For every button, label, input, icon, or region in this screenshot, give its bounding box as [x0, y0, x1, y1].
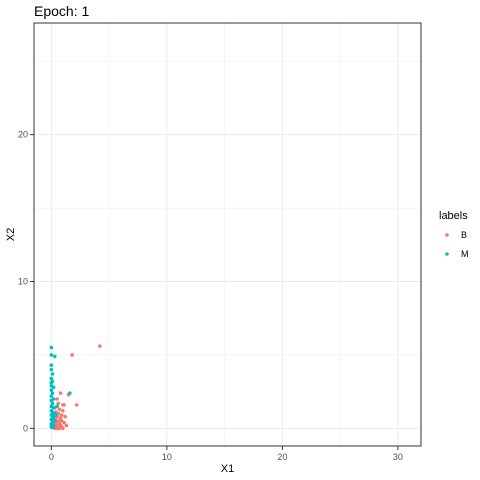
data-point-M	[52, 354, 57, 359]
y-tick-label: 0	[23, 423, 28, 433]
data-point-M	[50, 425, 55, 430]
axis-ticks: 0 10 20 30 0 10 20	[18, 130, 403, 462]
data-point-M	[49, 363, 54, 368]
data-point-B	[59, 413, 64, 417]
panel-border	[33, 22, 422, 447]
data-point-M	[51, 406, 56, 410]
chart-title: Epoch: 1	[34, 3, 89, 19]
data-point-M	[49, 376, 54, 381]
data-point-B	[61, 408, 65, 413]
y-tick-label: 20	[18, 130, 28, 140]
data-point-M	[55, 404, 59, 409]
legend-items: BM	[445, 230, 469, 259]
y-axis-label: X2	[5, 228, 17, 241]
data-point-M	[49, 417, 54, 422]
data-point-M	[50, 379, 55, 384]
data-point-B	[74, 403, 79, 407]
data-point-B	[63, 414, 67, 419]
data-point-B	[56, 401, 61, 406]
data-point-M	[49, 367, 54, 372]
data-point-M	[50, 401, 55, 406]
legend-key-B	[445, 233, 449, 237]
data-point-B	[57, 426, 62, 431]
data-point-M	[49, 353, 54, 357]
data-point-M	[49, 383, 54, 388]
data-point-B	[58, 416, 63, 420]
y-tick-label: 10	[18, 277, 28, 287]
legend-label-M: M	[461, 249, 469, 259]
x-tick-label: 10	[162, 452, 172, 462]
data-point-M	[50, 391, 55, 395]
x-axis-label: X1	[221, 463, 234, 475]
legend-label-B: B	[461, 230, 467, 240]
legend-key-M	[445, 252, 449, 256]
data-point-B	[57, 407, 62, 412]
data-point-B	[98, 344, 102, 348]
data-point-M	[49, 394, 54, 398]
data-point-M	[49, 388, 54, 392]
data-point-M	[49, 345, 54, 350]
x-tick-label: 30	[393, 452, 403, 462]
data-point-B	[64, 423, 69, 428]
data-point-B	[55, 397, 59, 401]
legend-title: labels	[439, 210, 468, 222]
data-point-M	[54, 413, 58, 417]
data-point-B	[58, 391, 63, 395]
data-point-M	[49, 398, 54, 403]
legend: labels BM	[439, 210, 469, 259]
x-tick-label: 0	[49, 452, 54, 462]
data-point-B	[61, 426, 65, 431]
data-point-B	[70, 353, 74, 357]
data-point-M	[50, 372, 55, 376]
data-point-B	[61, 403, 65, 407]
data-point-M	[68, 391, 72, 395]
data-points	[49, 344, 102, 431]
grid	[34, 23, 421, 446]
x-tick-label: 20	[277, 452, 287, 462]
data-point-B	[62, 420, 66, 425]
